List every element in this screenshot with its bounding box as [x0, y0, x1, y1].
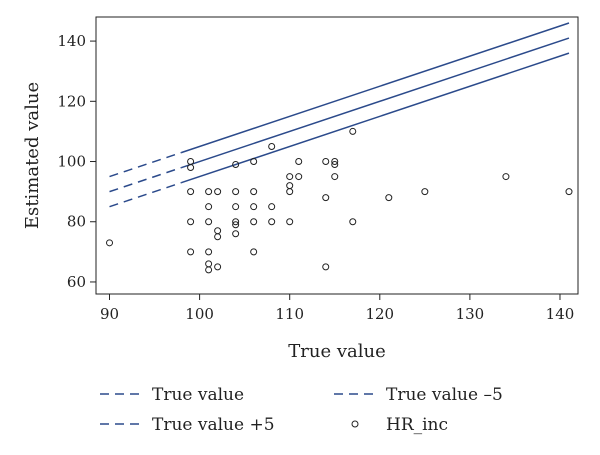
ref-line-minus5-solid — [181, 52, 570, 184]
data-point — [421, 188, 429, 196]
data-point — [322, 194, 330, 202]
x-tick-label: 130 — [456, 305, 485, 323]
data-point — [286, 218, 294, 226]
data-point — [214, 188, 222, 196]
legend-label: True value –5 — [386, 385, 503, 405]
data-point — [286, 188, 294, 196]
data-point — [250, 248, 258, 256]
x-tick-label: 100 — [185, 305, 214, 323]
data-point — [295, 158, 303, 166]
y-axis-ticks: 60 80 100 120 140 — [57, 32, 96, 291]
data-point — [331, 173, 339, 181]
y-tick-label: 140 — [57, 32, 86, 50]
reference-lines-group — [109, 22, 570, 208]
data-point — [205, 248, 213, 256]
data-point — [349, 127, 357, 135]
data-point — [187, 218, 195, 226]
data-point — [205, 218, 213, 226]
y-tick-label: 80 — [67, 213, 86, 231]
data-point — [286, 173, 294, 181]
data-point — [349, 218, 357, 226]
data-point — [268, 203, 276, 211]
data-point — [322, 263, 330, 271]
data-point — [205, 188, 213, 196]
data-point — [322, 158, 330, 166]
data-point — [295, 173, 303, 181]
y-tick-label: 120 — [57, 92, 86, 110]
data-point — [250, 203, 258, 211]
data-point — [286, 182, 294, 190]
ref-line-plus5-solid — [181, 22, 570, 154]
x-tick-label: 120 — [365, 305, 394, 323]
data-point — [250, 188, 258, 196]
x-tick-label: 90 — [100, 305, 119, 323]
data-point — [187, 164, 195, 172]
ref-line-true-value-solid — [181, 37, 570, 169]
data-point — [250, 218, 258, 226]
data-point — [385, 194, 393, 202]
x-axis-ticks: 90 100 110 120 130 140 — [100, 294, 574, 323]
legend-swatch-circle — [351, 420, 359, 428]
y-axis-title: Estimated value — [22, 82, 43, 229]
data-point — [232, 230, 240, 238]
data-point — [205, 266, 213, 274]
ref-line-plus5-dashed — [109, 151, 182, 178]
legend: True value True value –5 True value +5 HR_i… — [100, 385, 503, 435]
scatter-points-group — [106, 127, 573, 274]
x-tick-label: 110 — [275, 305, 304, 323]
data-point — [268, 218, 276, 226]
y-tick-label: 100 — [57, 153, 86, 171]
data-point — [565, 188, 573, 196]
legend-label: True value +5 — [152, 415, 275, 435]
x-axis-title: True value — [288, 341, 385, 362]
ref-line-true-value-dashed — [109, 166, 182, 193]
legend-label: HR_inc — [386, 415, 448, 435]
data-point — [232, 218, 240, 226]
data-point — [214, 233, 222, 241]
data-point — [205, 260, 213, 268]
data-point — [502, 173, 510, 181]
data-point — [268, 142, 276, 150]
data-point — [232, 203, 240, 211]
ref-line-minus5-dashed — [109, 181, 182, 208]
data-point — [214, 227, 222, 235]
data-point — [187, 158, 195, 166]
data-point — [250, 158, 258, 166]
y-tick-label: 60 — [67, 273, 86, 291]
legend-label: True value — [152, 385, 244, 405]
data-point — [331, 158, 339, 166]
data-point — [106, 239, 114, 247]
data-point — [187, 248, 195, 256]
plot-frame — [95, 16, 579, 295]
data-point — [331, 161, 339, 169]
data-point — [232, 188, 240, 196]
data-point — [232, 161, 240, 169]
data-point — [214, 263, 222, 271]
x-tick-label: 140 — [546, 305, 575, 323]
data-point — [232, 221, 240, 229]
data-point — [205, 203, 213, 211]
data-point — [187, 188, 195, 196]
